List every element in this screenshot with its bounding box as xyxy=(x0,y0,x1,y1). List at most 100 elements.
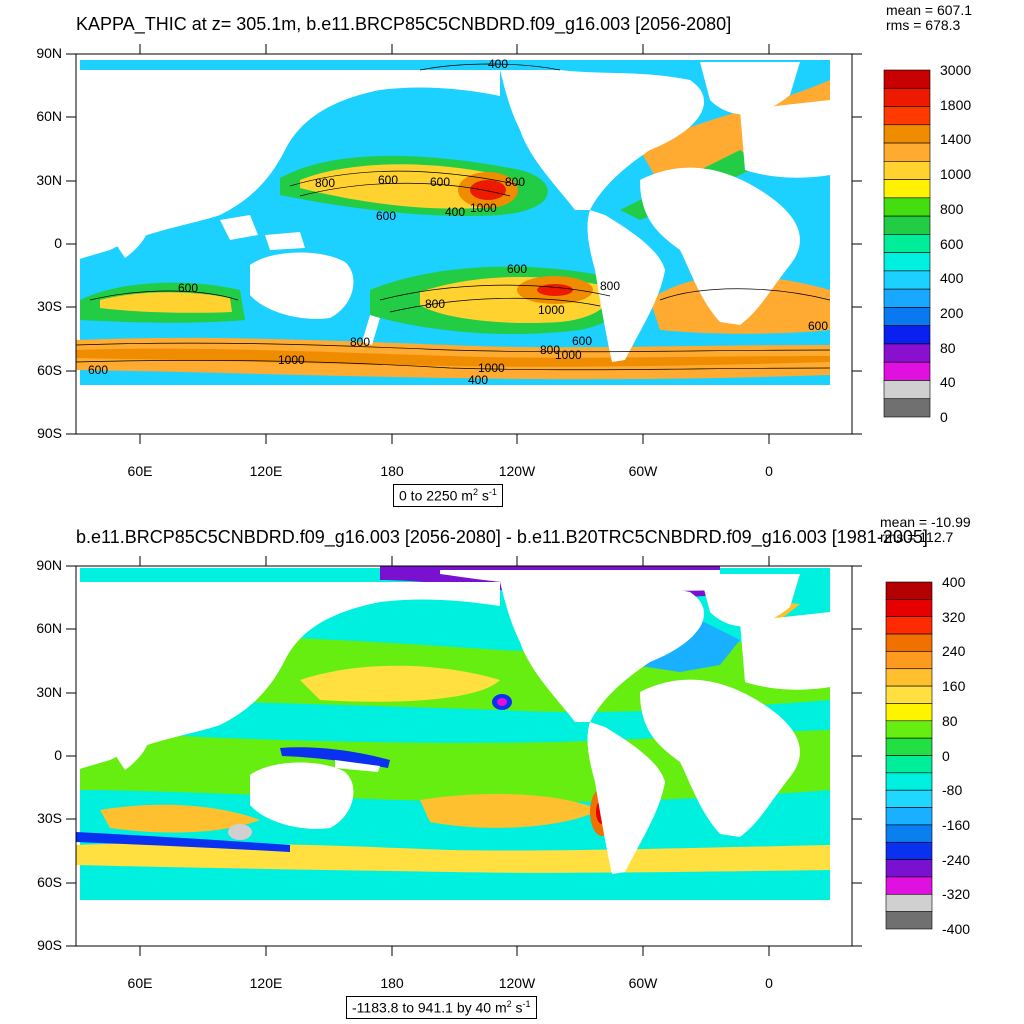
bottom-colorbar-label: 400 xyxy=(942,574,966,590)
bottom-lat-label: 30S xyxy=(37,810,62,826)
bottom-range-sup2: -1 xyxy=(522,999,531,1009)
contour-label: 600 xyxy=(378,173,398,187)
contour-label: 400 xyxy=(488,57,508,71)
contour-label: 800 xyxy=(600,279,620,293)
contour-label: 600 xyxy=(808,319,828,333)
bottom-range-box: -1183.8 to 941.1 by 40 m2 s-1 xyxy=(346,996,537,1019)
contour-label: 400 xyxy=(468,373,488,387)
top-colorbar-box xyxy=(883,398,931,418)
top-colorbar-label: 800 xyxy=(940,200,964,217)
top-lat-label: 90S xyxy=(37,425,62,441)
bottom-colorbar-label: -320 xyxy=(942,886,971,903)
contour-label: 800 xyxy=(425,297,445,311)
bottom-panel-stats: mean = -10.99 rms = 112.7 xyxy=(880,515,971,545)
bottom-colorbar-label: -400 xyxy=(942,921,971,937)
top-colorbar-label: 1000 xyxy=(940,166,972,183)
contour-label: 600 xyxy=(376,209,396,223)
contour-label: 1000 xyxy=(538,303,565,317)
bottom-colorbar-box xyxy=(885,633,933,652)
contour-label: 1000 xyxy=(278,353,305,367)
bottom-lon-label: 60W xyxy=(628,975,658,991)
bottom-colorbar-box xyxy=(885,651,933,670)
bottom-colorbar-label: 80 xyxy=(942,712,958,729)
bottom-colorbar-box xyxy=(885,703,933,722)
top-colorbar-label: 1800 xyxy=(940,96,972,113)
top-lon-label: 60W xyxy=(628,463,658,479)
top-range-text: 0 to 2250 m xyxy=(399,487,473,504)
bottom-colorbar-box xyxy=(885,789,933,808)
bottom-colorbar-box xyxy=(885,599,933,617)
bottom-colorbar-label: 320 xyxy=(942,608,966,625)
bottom-colorbar-box xyxy=(885,668,933,687)
top-mean: mean = 607.1 xyxy=(886,2,973,18)
bottom-colorbar-box xyxy=(885,755,933,774)
bottom-colorbar-box xyxy=(885,737,933,756)
top-lat-label: 30S xyxy=(37,298,62,314)
top-range-box: 0 to 2250 m2 s-1 xyxy=(393,484,503,507)
contour-label: 800 xyxy=(540,343,560,357)
bottom-lat-label: 90N xyxy=(36,557,62,573)
bottom-lat-label: 90S xyxy=(37,937,62,953)
bottom-colorbar-label: 160 xyxy=(942,678,966,695)
bottom-lon-label: 120E xyxy=(249,975,283,991)
bottom-colorbar-box xyxy=(885,772,933,791)
top-lon-label: 120E xyxy=(249,463,283,479)
top-lat-label: 60S xyxy=(37,362,62,378)
bottom-colorbar-box xyxy=(885,893,933,912)
bottom-panel-title: b.e11.BRCP85C5CNBDRD.f09_g16.003 [2056-2… xyxy=(76,527,928,547)
bottom-range-unit: s xyxy=(511,999,523,1016)
top-range-sup2: -1 xyxy=(488,487,497,497)
contour-label: 800 xyxy=(315,176,335,190)
top-rms: rms = 678.3 xyxy=(886,17,961,33)
top-colorbar-label: 1400 xyxy=(940,131,972,148)
bottom-lat-label: 60S xyxy=(37,874,62,890)
bottom-colorbar-label: -80 xyxy=(942,782,963,799)
bottom-colorbar-box xyxy=(885,685,933,704)
bottom-colorbar-label: 0 xyxy=(942,747,950,764)
contour-label: 600 xyxy=(507,262,527,276)
bottom-lon-label: 0 xyxy=(765,975,773,991)
bottom-colorbar-label: -160 xyxy=(942,816,971,833)
top-panel-title: KAPPA_THIC at z= 305.1m, b.e11.BRCP85C5C… xyxy=(76,14,732,34)
bottom-colorbar-box xyxy=(885,859,933,878)
contour-label: 1000 xyxy=(478,361,505,375)
bottom-colorbar-box xyxy=(885,581,933,600)
contour-label: 600 xyxy=(430,175,450,189)
top-colorbar-label: 3000 xyxy=(940,62,972,78)
top-lat-label: 0 xyxy=(54,235,62,251)
bottom-rms: rms = 112.7 xyxy=(880,529,954,545)
bottom-lat-label: 0 xyxy=(54,747,62,763)
top-lat-label: 60N xyxy=(36,108,62,124)
bottom-lon-label: 60E xyxy=(127,975,153,991)
top-lon-label: 60E xyxy=(127,463,153,479)
top-range-sup1: 2 xyxy=(472,487,478,497)
bottom-colorbar-box xyxy=(885,841,933,860)
contour-label: 400 xyxy=(445,205,465,219)
top-lon-label: 0 xyxy=(765,463,773,479)
top-colorbar-label: 40 xyxy=(940,374,956,391)
contour-label: 600 xyxy=(178,281,198,295)
top-colorbar-label: 0 xyxy=(940,409,948,425)
contour-label: 800 xyxy=(350,335,370,349)
top-range-unit: s xyxy=(477,487,489,504)
bottom-colorbar-box xyxy=(885,807,933,826)
top-lat-label: 90N xyxy=(36,45,62,61)
top-panel-stats: mean = 607.1 rms = 678.3 xyxy=(886,3,972,33)
bottom-lat-label: 30N xyxy=(36,684,62,700)
bottom-colorbar-box xyxy=(885,911,933,930)
bottom-range-text: -1183.8 to 941.1 by 40 m xyxy=(352,999,507,1016)
bottom-colorbar-box xyxy=(885,824,933,843)
top-colorbar-label: 600 xyxy=(940,235,964,252)
bottom-colorbar-label: -240 xyxy=(942,851,971,868)
bottom-lon-label: 180 xyxy=(380,975,404,991)
bottom-lon-label: 120W xyxy=(498,975,536,991)
contour-label: 1000 xyxy=(470,201,497,215)
contour-label: 800 xyxy=(505,175,525,189)
bottom-colorbar-box xyxy=(885,616,933,635)
bottom-mean: mean = -10.99 xyxy=(880,514,971,530)
bottom-range-sup1: 2 xyxy=(506,999,512,1009)
